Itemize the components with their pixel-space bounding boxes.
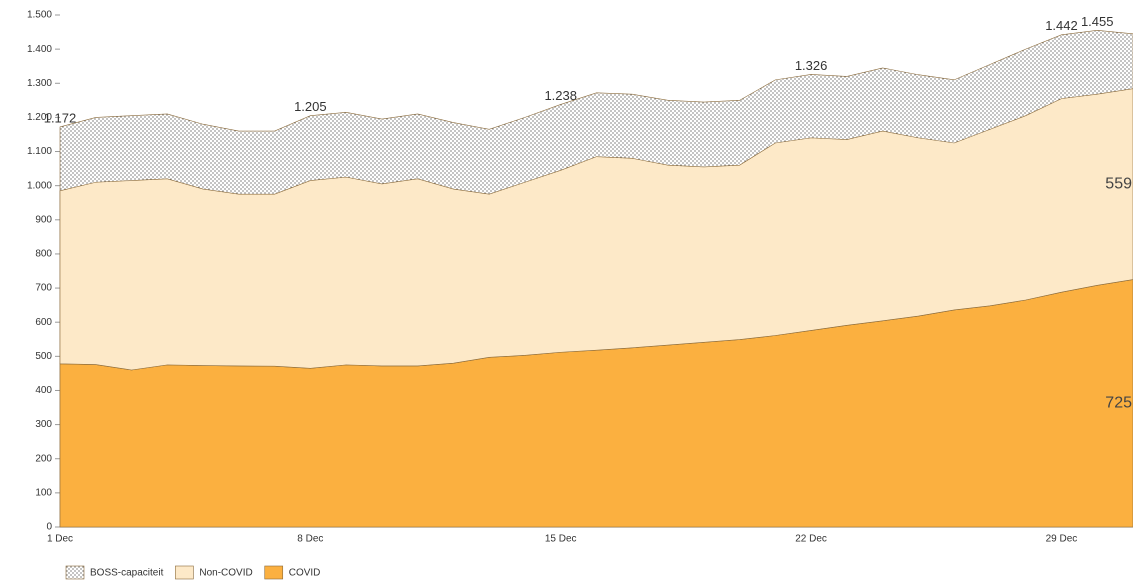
y-tick-label: 0 <box>46 522 52 533</box>
value-label: 1.172 <box>44 110 77 125</box>
legend-swatch <box>65 565 85 580</box>
y-tick-label: 1.500 <box>27 10 52 21</box>
y-tick-label: 1.300 <box>27 78 52 89</box>
y-tick-label: 700 <box>35 283 52 294</box>
value-label: 725 <box>1105 394 1132 411</box>
x-tick-label: 29 Dec <box>1046 534 1078 545</box>
legend-label: Non-COVID <box>199 568 252 579</box>
y-tick-label: 1.400 <box>27 44 52 55</box>
value-label: 559 <box>1105 175 1132 192</box>
y-tick-label: 1.100 <box>27 146 52 157</box>
value-label: 1.442 <box>1045 18 1078 33</box>
x-tick-label: 22 Dec <box>795 534 827 545</box>
y-tick-label: 500 <box>35 351 52 362</box>
x-tick-label: 15 Dec <box>545 534 577 545</box>
y-tick-label: 900 <box>35 214 52 225</box>
value-label: 1.238 <box>544 88 577 103</box>
x-tick-label: 1 Dec <box>47 534 73 545</box>
area <box>59 88 1133 371</box>
value-label: 1.326 <box>795 58 828 73</box>
value-label: 1.205 <box>294 99 327 114</box>
legend-label: BOSS-capaciteit <box>90 568 164 579</box>
value-label: 1.455 <box>1081 14 1114 29</box>
y-tick-label: 1.000 <box>27 180 52 191</box>
y-tick-label: 300 <box>35 419 52 430</box>
legend-swatch <box>175 565 194 580</box>
y-tick-label: 400 <box>35 385 52 396</box>
y-tick-label: 100 <box>35 488 52 499</box>
y-tick-label: 800 <box>35 249 52 260</box>
y-tick-label: 600 <box>35 317 52 328</box>
legend-swatch <box>264 565 284 580</box>
y-tick-label: 1.200 <box>27 112 52 123</box>
y-tick-label: 200 <box>35 453 52 464</box>
legend-label: COVID <box>289 568 321 579</box>
x-tick-label: 8 Dec <box>297 534 323 545</box>
